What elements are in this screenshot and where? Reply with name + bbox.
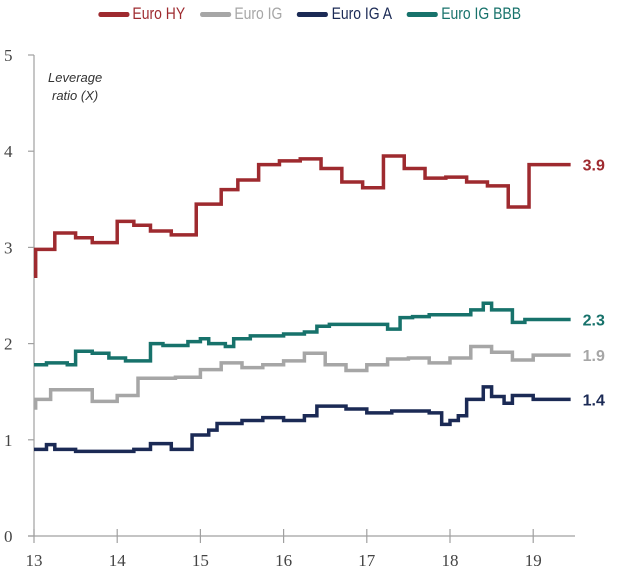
legend-label-euro-ig: Euro IG (234, 4, 283, 23)
x-tick-label: 14 (109, 551, 127, 570)
y-tick-label: 4 (4, 142, 13, 161)
y-axis-label-line-1: Leverage (48, 70, 102, 85)
legend-item-euro-hy[interactable]: Euro HY (97, 4, 186, 24)
end-label-euro-hy: 3.9 (583, 158, 605, 175)
legend-swatch-euro-ig-a (297, 11, 329, 17)
x-tick-label: 18 (442, 551, 459, 570)
legend-label-euro-ig-a: Euro IG A (331, 4, 392, 23)
legend-label-euro-ig-bbb: Euro IG BBB (441, 4, 522, 23)
x-tick-label: 16 (275, 551, 292, 570)
end-labels: 1.9 2.3 1.4 3.9 (583, 158, 605, 410)
legend-swatch-euro-ig-bbb (406, 11, 438, 17)
series-line-euro-ig-a (34, 385, 571, 454)
legend-item-euro-ig[interactable]: Euro IG (199, 4, 283, 24)
x-tick-label: 17 (358, 551, 376, 570)
end-label-euro-ig-a: 1.4 (583, 392, 605, 409)
axes: 0 1 2 3 4 5 13 14 15 16 17 18 19 (4, 46, 575, 570)
end-label-euro-ig-bbb: 2.3 (583, 313, 605, 330)
y-tick-label: 3 (4, 238, 13, 257)
end-label-euro-ig: 1.9 (583, 348, 605, 365)
y-axis-label-line-2: ratio (X) (52, 88, 98, 103)
legend-item-euro-ig-bbb[interactable]: Euro IG BBB (406, 4, 522, 24)
y-tick-label: 5 (4, 46, 13, 65)
legend-swatch-euro-ig (199, 11, 232, 17)
legend-label-euro-hy: Euro HY (132, 4, 186, 23)
series-line-euro-ig (33, 344, 571, 410)
series-group (33, 154, 571, 454)
legend-item-euro-ig-a[interactable]: Euro IG A (297, 4, 392, 24)
x-tick-label: 15 (192, 551, 209, 570)
series-line-euro-hy (33, 154, 571, 279)
x-tick-label: 19 (525, 551, 542, 570)
legend-swatch-euro-hy (97, 11, 130, 17)
y-tick-label: 0 (4, 527, 13, 546)
legend: Euro HY Euro IG Euro IG A Euro IG BBB (56, 4, 564, 24)
y-tick-label: 2 (4, 335, 13, 354)
x-tick-label: 13 (26, 551, 43, 570)
series-line-euro-ig-bbb (34, 301, 571, 367)
y-tick-label: 1 (4, 431, 13, 450)
